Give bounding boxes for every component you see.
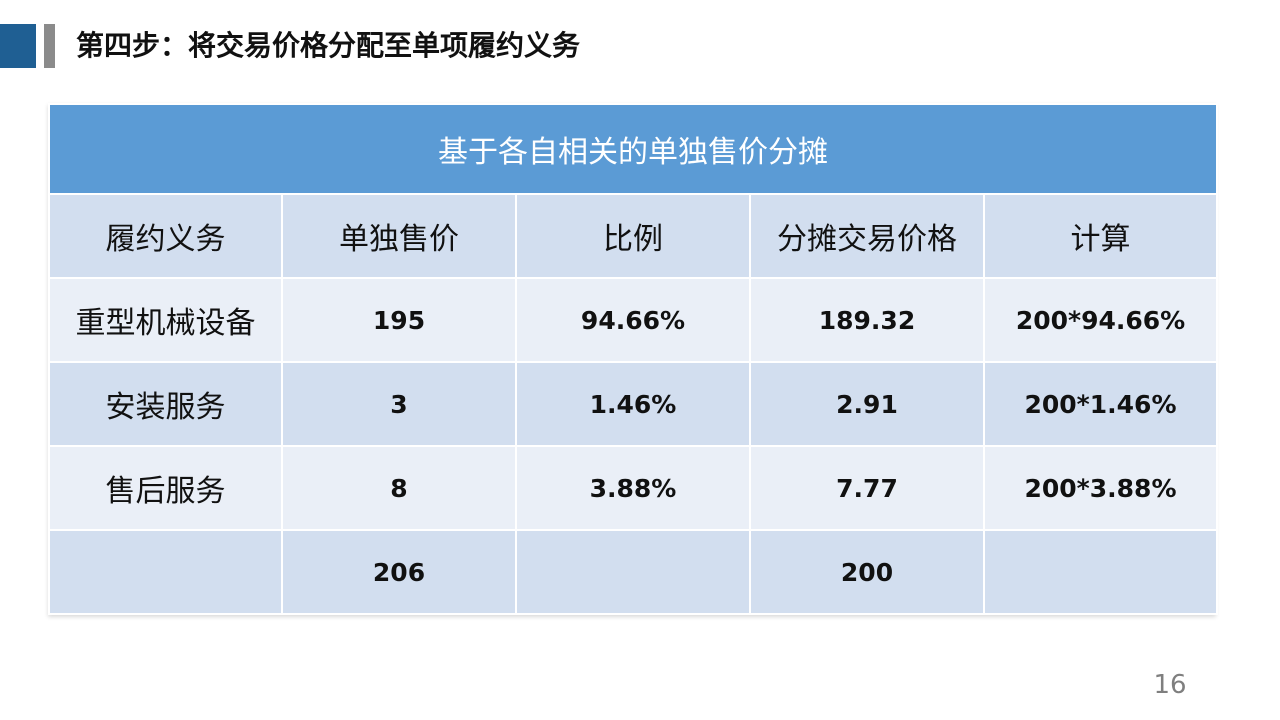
table-cell: 安装服务 bbox=[48, 361, 283, 447]
table-cell: 1.46% bbox=[515, 361, 751, 447]
header-row: 履约义务 单独售价 比例 分摊交易价格 计算 bbox=[48, 193, 1219, 279]
table-cell: 189.32 bbox=[749, 277, 985, 363]
table-cell: 8 bbox=[281, 445, 517, 531]
table-cell: 195 bbox=[281, 277, 517, 363]
table-cell: 7.77 bbox=[749, 445, 985, 531]
table-cell: 3 bbox=[281, 361, 517, 447]
table-caption: 基于各自相关的单独售价分摊 bbox=[47, 103, 1219, 195]
title-accent-block bbox=[0, 24, 36, 68]
total-row: 206 200 bbox=[48, 529, 1219, 615]
table-cell: 94.66% bbox=[515, 277, 751, 363]
table-cell bbox=[515, 529, 751, 615]
title-accent-bar bbox=[44, 24, 55, 68]
table-row: 重型机械设备 195 94.66% 189.32 200*94.66% bbox=[48, 277, 1219, 363]
page-number: 16 bbox=[1153, 670, 1187, 700]
total-allocated-price: 200 bbox=[749, 529, 985, 615]
table-cell: 200*94.66% bbox=[982, 277, 1219, 363]
table-cell: 重型机械设备 bbox=[48, 277, 283, 363]
header-cell-allocated-price: 分摊交易价格 bbox=[749, 193, 985, 279]
header-cell-standalone-price: 单独售价 bbox=[281, 193, 517, 279]
title-bar: 第四步：将交易价格分配至单项履约义务 bbox=[0, 24, 1280, 68]
table-cell: 3.88% bbox=[515, 445, 751, 531]
table-cell: 2.91 bbox=[749, 361, 985, 447]
allocation-table: 基于各自相关的单独售价分摊 履约义务 单独售价 比例 分摊交易价格 计算 重型机… bbox=[47, 103, 1219, 615]
table-cell bbox=[48, 529, 283, 615]
table-cell: 售后服务 bbox=[48, 445, 283, 531]
header-cell-obligation: 履约义务 bbox=[48, 193, 283, 279]
table-row: 售后服务 8 3.88% 7.77 200*3.88% bbox=[48, 445, 1219, 531]
header-cell-calculation: 计算 bbox=[982, 193, 1219, 279]
header-cell-ratio: 比例 bbox=[515, 193, 751, 279]
table-row: 安装服务 3 1.46% 2.91 200*1.46% bbox=[48, 361, 1219, 447]
table-cell: 200*1.46% bbox=[982, 361, 1219, 447]
table-cell bbox=[982, 529, 1219, 615]
total-standalone-price: 206 bbox=[281, 529, 517, 615]
table-cell: 200*3.88% bbox=[982, 445, 1219, 531]
slide-title: 第四步：将交易价格分配至单项履约义务 bbox=[76, 29, 581, 62]
